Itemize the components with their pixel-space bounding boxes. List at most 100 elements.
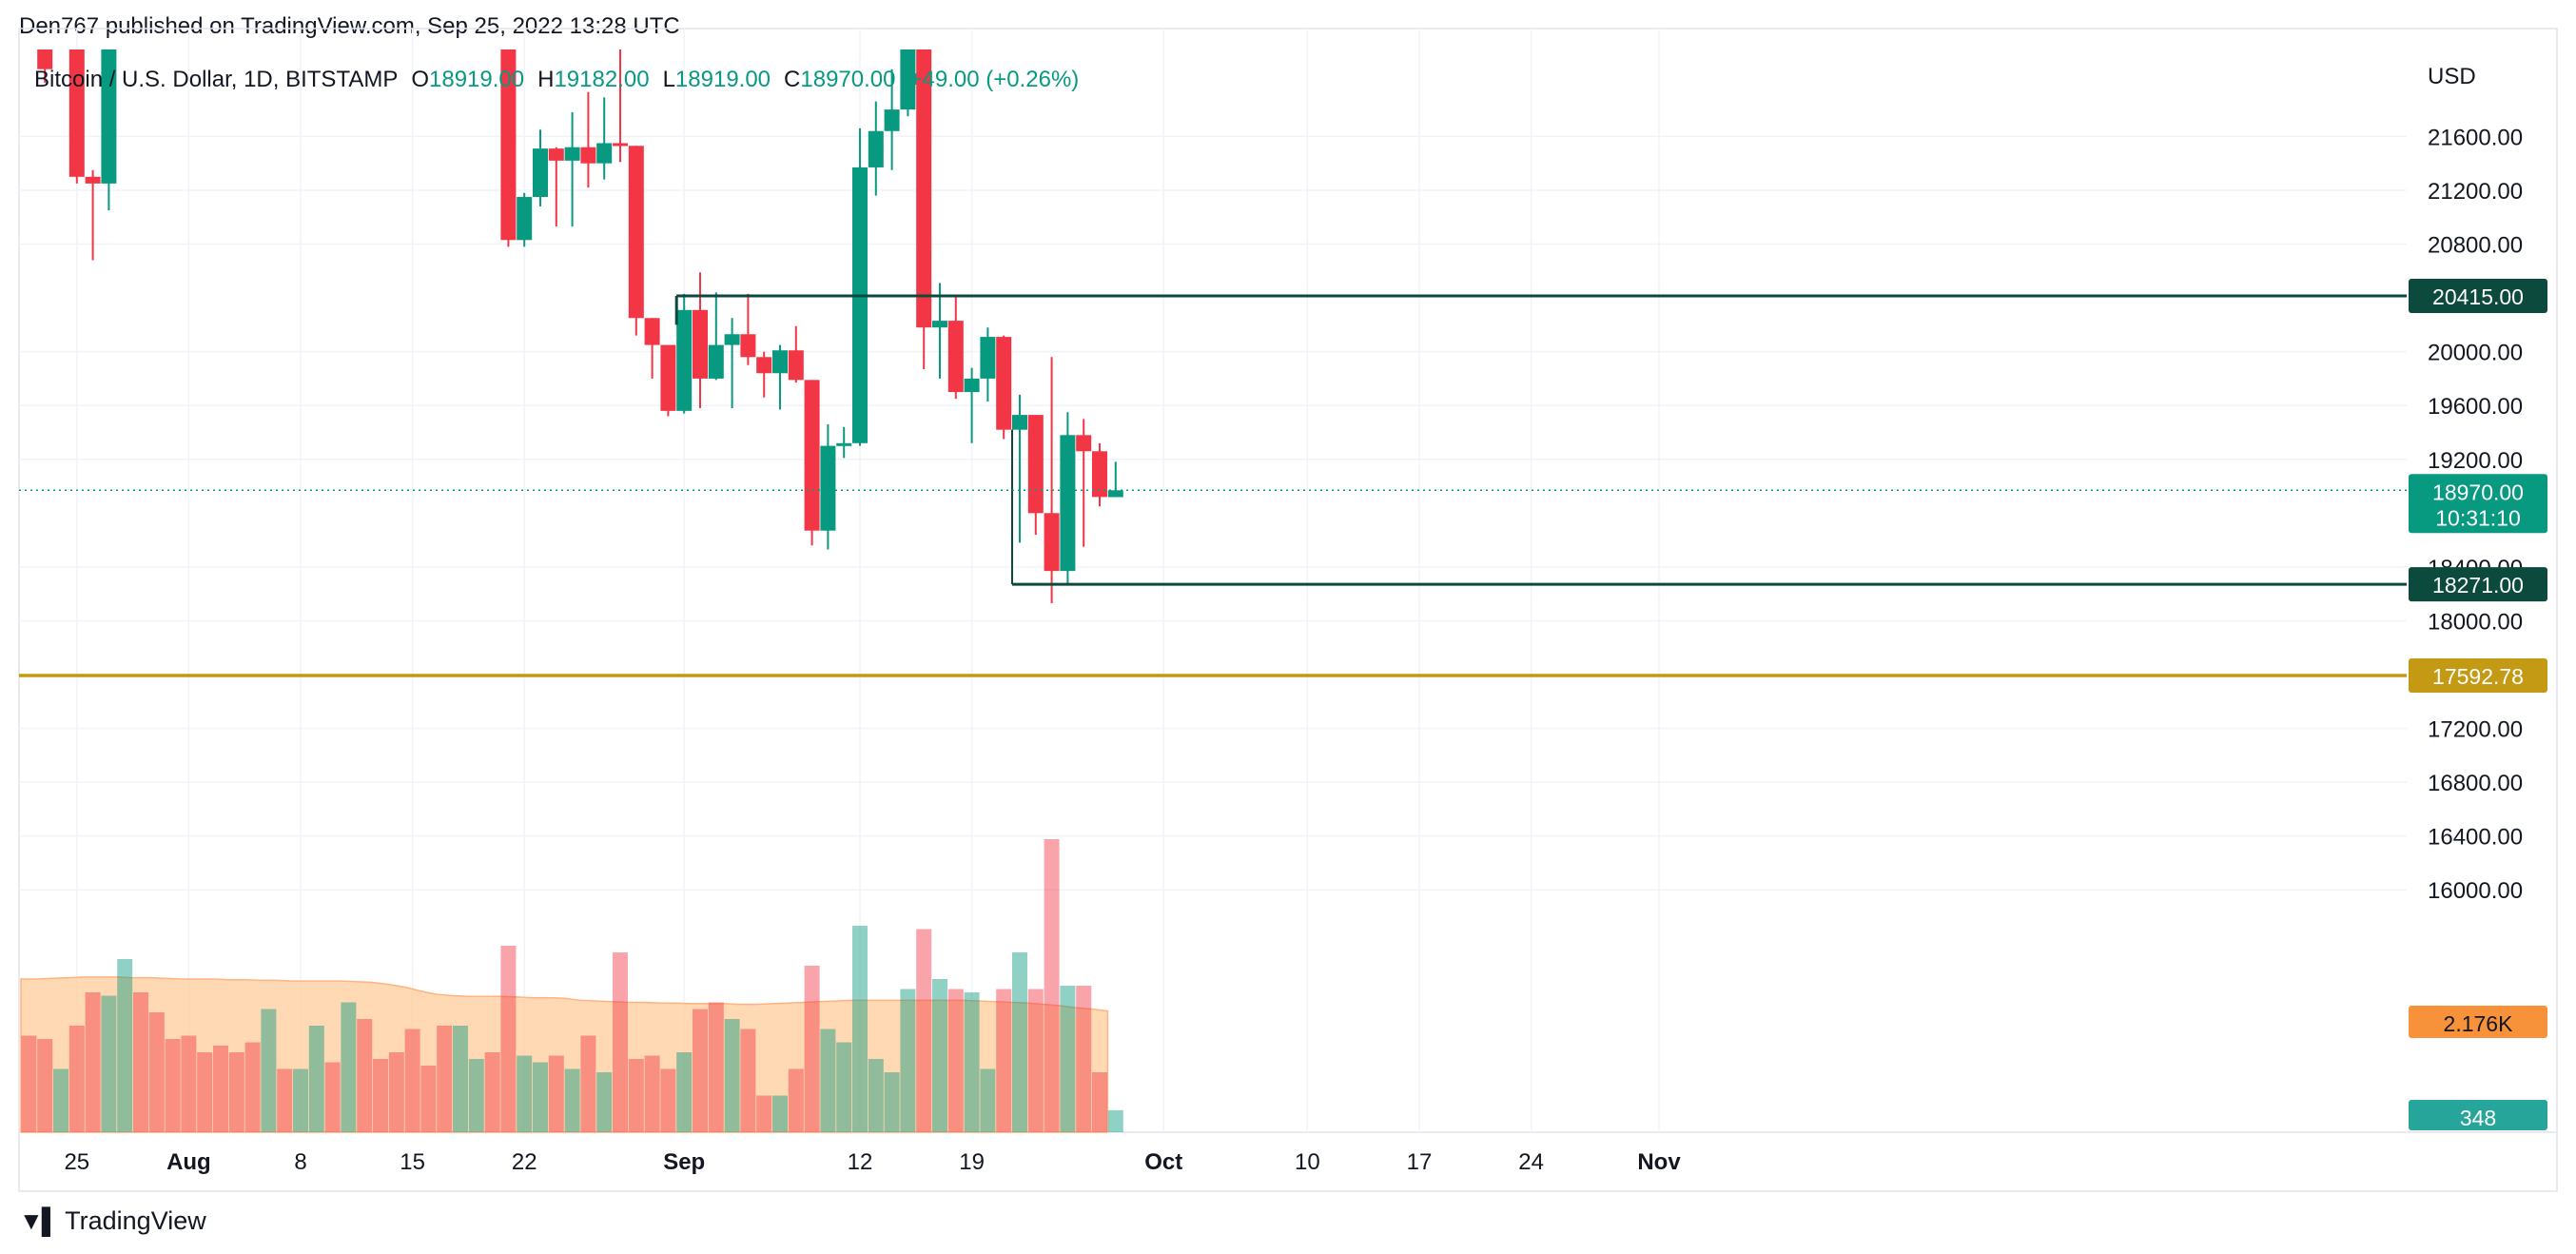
volume-bar [772,1095,788,1132]
open-label: O [411,67,429,92]
candle-body [37,49,53,69]
volume-bar [85,992,101,1132]
candle-body [708,344,724,379]
volume-bar [1012,952,1027,1132]
candle-body [820,445,836,531]
y-tick-label: 17200.00 [2428,717,2523,743]
volume-last-tag [2409,1100,2547,1130]
currency-label: USD [2428,64,2476,89]
x-tick-label: Nov [1637,1149,1681,1175]
volume-bar [628,1059,644,1132]
grid-lines [18,28,2558,1192]
tradingview-logo[interactable]: ▼▌ TradingView [19,1206,206,1236]
volume-bar [117,959,133,1132]
volume-bar [580,1035,596,1132]
volume-bar [852,926,868,1132]
volume-bar [437,1026,453,1132]
volume-bar [564,1068,580,1132]
volume-bar [788,1068,804,1132]
close-value: 18970.00 [800,67,896,92]
candle-body [788,350,804,381]
candle-body [804,380,820,531]
chart-frame [18,28,2558,1192]
y-tick-label: 20800.00 [2428,233,2523,259]
volume-bar [1076,986,1092,1132]
candle-body [68,49,85,177]
volume-bar [820,1029,836,1132]
candle-body [1107,490,1123,498]
volume-bar [453,1026,468,1132]
volume-bar [213,1046,228,1132]
candle-body [1012,415,1027,430]
candle-body [101,49,117,184]
x-tick-label: Sep [663,1149,705,1175]
volume-ma-area [20,976,1109,1133]
volume-bar [341,1002,357,1132]
volume-bar [644,1055,660,1132]
candle-body [868,130,884,167]
candles [37,49,1123,604]
last-price-tag-text: 10:31:10 [2435,505,2521,530]
volume-bar [68,1026,85,1132]
volume-bar [1044,839,1060,1132]
candle-body [85,176,101,184]
volume-bar [613,952,628,1132]
volume-bar [1107,1109,1123,1132]
low-label: L [662,67,675,92]
candle-body [740,334,756,358]
time-axis: 25 Aug 8 15 22 Sep 12 19 Oct 10 17 24 Nov [64,1149,1681,1175]
candle-body [548,148,564,161]
volume-bar [37,1039,53,1132]
symbol-name[interactable]: Bitcoin / U.S. Dollar, 1D, BITSTAMP [34,67,399,92]
brand-name: TradingView [65,1206,206,1235]
candle-body [644,318,660,345]
y-tick-label: 16000.00 [2428,878,2523,904]
candle-body [1092,451,1107,498]
high-value: 19182.00 [554,67,650,92]
volume-bar [916,929,932,1132]
change-value: +49.00 (+0.26%) [908,67,1080,92]
volume-bar [947,989,964,1132]
x-tick-label: 17 [1407,1149,1433,1175]
candle-body [533,148,548,198]
publisher-line: Den767 published on TradingView.com, Sep… [19,13,680,39]
symbol-legend: Bitcoin / U.S. Dollar, 1D, BITSTAMP O1891… [34,67,1079,93]
volume-bar [517,1055,533,1132]
resistance-price-tag-text: 20415.00 [2432,284,2524,309]
candle-body [836,442,852,446]
support-price-tag [2409,567,2547,602]
volume-bar [165,1039,181,1132]
volume-bar [357,1019,373,1132]
volume-bar [484,1052,500,1132]
volume-bar [293,1068,308,1132]
x-tick-label: 19 [959,1149,985,1175]
y-tick-label: 18000.00 [2428,609,2523,635]
volume-bar [804,966,820,1132]
candle-body [580,147,596,164]
candle-body [947,321,964,393]
last-price-tag-text: 18970.00 [2432,480,2524,504]
volume-bar [596,1072,613,1132]
support-price-tag-text: 18271.00 [2432,573,2524,598]
tradingview-logo-icon: ▼▌ [19,1206,59,1235]
volume-ma-tag-text: 2.176K [2444,1011,2514,1036]
volume-bar [277,1068,293,1132]
volume-bar [996,989,1012,1132]
candle-body [660,344,676,411]
candle-body [564,147,580,161]
x-tick-label: 22 [512,1149,537,1175]
volume-bar [693,1009,708,1132]
gold-price-tag [2409,658,2547,694]
candle-body [932,321,947,328]
volume-bar [964,992,980,1132]
candle-body [852,167,868,443]
resistance-price-tag [2409,278,2547,313]
candle-body [1044,513,1060,572]
volume-bar [676,1052,693,1132]
volume-bar [980,1068,996,1132]
volume-bar [244,1042,261,1132]
volume-bar [261,1009,277,1132]
candle-body [980,337,996,379]
y-tick-label: 21200.00 [2428,179,2523,205]
